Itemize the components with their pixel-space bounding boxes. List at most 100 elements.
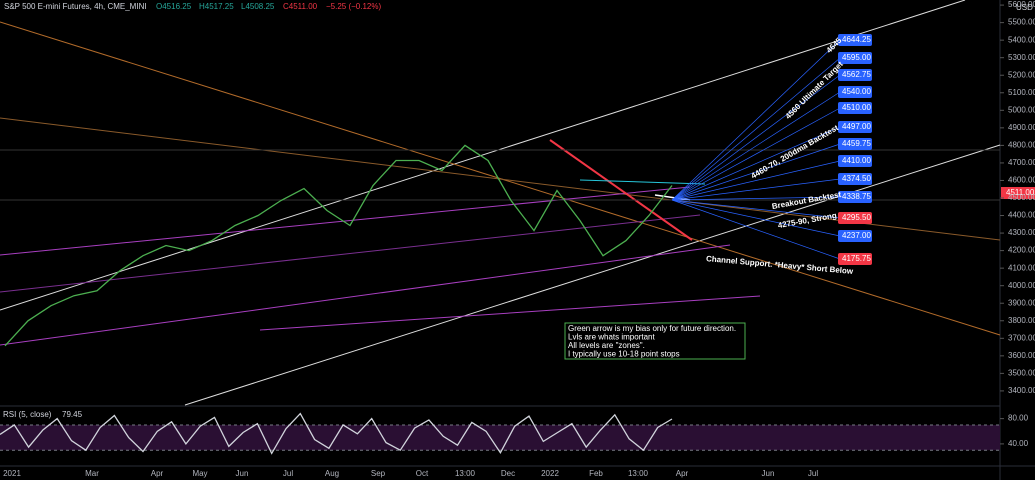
y-tick-label: 4900.00 — [1008, 123, 1035, 132]
level-box — [838, 191, 872, 203]
y-tick-label: 4200.00 — [1008, 246, 1035, 255]
bias-arrow — [654, 194, 691, 201]
level-box — [838, 86, 872, 98]
last-price: 4511.00 — [1006, 188, 1035, 197]
fan-line — [671, 143, 841, 201]
channel-bottom — [184, 144, 1001, 406]
x-tick-label: Oct — [416, 469, 429, 478]
y-tick-label: 5300.00 — [1008, 53, 1035, 62]
fan-line — [671, 126, 841, 201]
y-tick-label: 80.00 — [1008, 414, 1029, 423]
y-tick-label: 3800.00 — [1008, 316, 1035, 325]
level-label: 4237.00 — [842, 231, 871, 240]
x-tick-label: Jun — [236, 469, 249, 478]
level-label: 4497.00 — [842, 122, 871, 131]
y-tick-label: 4100.00 — [1008, 263, 1035, 272]
y-tick-label: 5400.00 — [1008, 35, 1035, 44]
level-box — [838, 212, 872, 224]
level-label: 4510.00 — [842, 103, 871, 112]
x-tick-label: Jul — [808, 469, 818, 478]
fan-line — [671, 107, 841, 201]
x-tick-label: 13:00 — [628, 469, 649, 478]
level-box — [838, 34, 872, 46]
y-tick-label: 5500.00 — [1008, 18, 1035, 27]
x-tick-label: Jul — [283, 469, 293, 478]
note-box — [564, 322, 746, 360]
fan-line — [671, 39, 841, 201]
purple-line — [0, 214, 701, 293]
y-tick-label: 5600.00 — [1008, 0, 1035, 9]
ohlc-close: C4511.00 — [283, 2, 318, 11]
fan-line — [671, 199, 841, 260]
level-box — [838, 138, 872, 150]
level-box — [838, 52, 872, 64]
y-tick-label: 4300.00 — [1008, 228, 1035, 237]
fan-line — [671, 196, 841, 201]
note-line: Green arrow is my bias only for future d… — [568, 324, 736, 333]
y-tick-label: 3400.00 — [1008, 386, 1035, 395]
drawings — [0, 0, 1001, 406]
x-tick-label: Jun — [762, 469, 775, 478]
x-tick-label: 2022 — [541, 469, 559, 478]
y-tick-label: 4500.00 — [1008, 193, 1035, 202]
level-box — [838, 102, 872, 114]
x-tick-label: Mar — [85, 469, 99, 478]
level-box — [838, 121, 872, 133]
ohlc-open: O4516.25 — [156, 2, 192, 11]
rsi-title: RSI (5, close) — [3, 410, 52, 419]
rsi-band — [0, 424, 1000, 451]
x-tick-label: 13:00 — [455, 469, 476, 478]
ohlc-low: L4508.25 — [241, 2, 275, 11]
fan-line — [671, 199, 841, 219]
y-tick-label: 4600.00 — [1008, 176, 1035, 185]
level-label: 4540.00 — [842, 87, 871, 96]
level-label: 4459.75 — [842, 139, 871, 148]
note-line: Lvls are whats important — [568, 333, 655, 342]
red-trendline — [549, 139, 693, 241]
level-label: 4562.75 — [842, 70, 871, 79]
level-box — [838, 69, 872, 81]
y-tick-label: 5100.00 — [1008, 88, 1035, 97]
y-tick-label: 3500.00 — [1008, 368, 1035, 377]
x-tick-label: Sep — [371, 469, 386, 478]
purple-line — [0, 186, 691, 256]
level-box — [838, 253, 872, 265]
x-tick-label: Apr — [676, 469, 689, 478]
y-tick-label: 3600.00 — [1008, 351, 1035, 360]
purple-line — [0, 244, 731, 346]
y-tick-label: 4000.00 — [1008, 281, 1035, 290]
cyan-line — [579, 179, 706, 185]
level-box — [838, 173, 872, 185]
y-tick-label: 5000.00 — [1008, 105, 1035, 114]
x-tick-label: Feb — [589, 469, 603, 478]
x-tick-label: Dec — [501, 469, 515, 478]
note-line: All levels are "zones". — [568, 341, 645, 350]
x-tick-label: Apr — [151, 469, 164, 478]
level-label: 4175.75 — [842, 254, 871, 263]
x-tick-label: May — [192, 469, 207, 478]
fan-line — [671, 178, 841, 201]
y-tick-label: 40.00 — [1008, 439, 1029, 448]
level-label: 4295.50 — [842, 213, 871, 222]
y-tick-label: 4700.00 — [1008, 158, 1035, 167]
x-tick-label: Aug — [325, 469, 339, 478]
y-tick-label: 5200.00 — [1008, 70, 1035, 79]
level-box — [838, 155, 872, 167]
currency: USD — [1016, 3, 1033, 12]
last-price-box — [1001, 187, 1035, 199]
ohlc-high: H4517.25 — [199, 2, 234, 11]
fan-line — [671, 91, 841, 201]
fan-line — [671, 160, 841, 201]
note-line: I typically use 10-18 point stops — [568, 350, 680, 359]
fan-line — [671, 199, 841, 237]
orange-line — [0, 117, 1001, 241]
series-line — [4, 144, 673, 347]
ohlc-change: −5.25 (−0.12%) — [326, 2, 381, 11]
y-tick-label: 3700.00 — [1008, 333, 1035, 342]
level-label: 4410.00 — [842, 156, 871, 165]
level-label: 4595.00 — [842, 53, 871, 62]
y-tick-label: 4400.00 — [1008, 211, 1035, 220]
y-tick-label: 3900.00 — [1008, 298, 1035, 307]
